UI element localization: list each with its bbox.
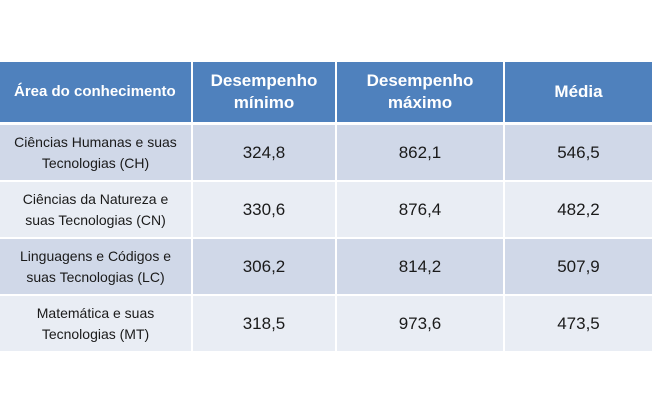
area-line1: Ciências Humanas e suas <box>14 133 177 150</box>
media-cell: 546,5 <box>504 123 652 182</box>
max-cell: 862,1 <box>336 123 505 182</box>
max-cell: 814,2 <box>336 238 505 296</box>
area-line2: Tecnologias (MT) <box>41 325 150 342</box>
area-line1: Matemática e suas <box>36 304 155 321</box>
header-max: Desempenho máximo <box>336 62 505 125</box>
header-row: Área do conhecimento Desempenho mínimo D… <box>0 62 652 125</box>
header-min-text: Desempenho mínimo <box>210 71 318 112</box>
table-row: Matemática e suas Tecnologias (MT) 318,5… <box>0 295 652 353</box>
area-cell: Linguagens e Códigos e suas Tecnologias … <box>0 238 193 296</box>
area-cell: Matemática e suas Tecnologias (MT) <box>0 295 193 353</box>
media-cell: 473,5 <box>504 295 652 353</box>
min-cell: 306,2 <box>192 238 337 296</box>
area-line2: suas Tecnologias (CN) <box>25 211 166 228</box>
area-cell: Ciências da Natureza e suas Tecnologias … <box>0 181 193 239</box>
min-cell: 318,5 <box>192 295 337 353</box>
performance-table: Área do conhecimento Desempenho mínimo D… <box>0 62 652 353</box>
area-line2: suas Tecnologias (LC) <box>26 268 165 285</box>
area-cell: Ciências Humanas e suas Tecnologias (CH) <box>0 123 193 182</box>
max-cell: 876,4 <box>336 181 505 239</box>
max-cell: 973,6 <box>336 295 505 353</box>
area-line1: Linguagens e Códigos e <box>19 247 171 264</box>
header-min: Desempenho mínimo <box>192 62 337 125</box>
table-row: Ciências da Natureza e suas Tecnologias … <box>0 181 652 239</box>
media-cell: 482,2 <box>504 181 652 239</box>
area-line1: Ciências da Natureza e <box>22 190 169 207</box>
media-cell: 507,9 <box>504 238 652 296</box>
header-area: Área do conhecimento <box>0 62 193 125</box>
min-cell: 330,6 <box>192 181 337 239</box>
min-cell: 324,8 <box>192 123 337 182</box>
table-row: Linguagens e Códigos e suas Tecnologias … <box>0 238 652 296</box>
table-row: Ciências Humanas e suas Tecnologias (CH)… <box>0 123 652 182</box>
header-media: Média <box>504 62 652 125</box>
area-line2: Tecnologias (CH) <box>41 154 150 171</box>
header-max-text: Desempenho máximo <box>366 71 474 112</box>
